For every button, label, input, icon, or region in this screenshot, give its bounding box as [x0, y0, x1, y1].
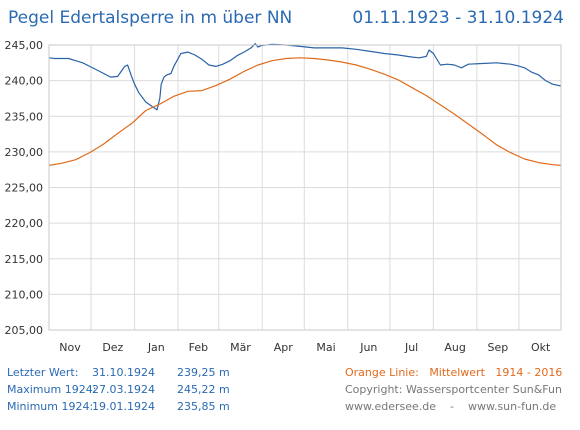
chart-grid [49, 44, 561, 331]
date-range: 01.11.1923 - 31.10.1924 [352, 8, 564, 28]
footer-panel: Orange Linie: Mittelwert 1914 - 2016 Cop… [345, 366, 563, 417]
series-line-mean-1914-2016 [48, 57, 562, 166]
stat-max-value: 245,22 m [177, 383, 230, 396]
y-tick-label: 235,00 [5, 110, 44, 123]
stat-min-date: 19.01.1924 [92, 400, 155, 413]
y-tick-label: 215,00 [5, 253, 44, 266]
x-tick-label: Jun [359, 341, 377, 354]
stat-max-label: Maximum 1924: [7, 383, 97, 396]
y-axis-ticks: 205,00 210,00 215,00 220,00 225,00 230,00 235,… [5, 39, 44, 337]
chart-series [48, 42, 562, 166]
stat-last-label: Letzter Wert: [7, 366, 79, 379]
x-axis-ticks: Nov Dez Jan Feb Mär Apr Mai Jun Jul Aug Sep Okt [59, 341, 551, 354]
x-tick-label: Mai [316, 341, 335, 354]
series-line-level-1923-24 [48, 42, 562, 111]
x-tick-label: Apr [274, 341, 294, 354]
y-tick-label: 220,00 [5, 217, 44, 230]
stat-last-value: 239,25 m [177, 366, 230, 379]
x-tick-label: Jan [147, 341, 165, 354]
y-tick-label: 245,00 [5, 39, 44, 52]
stat-min-value: 235,85 m [177, 400, 230, 413]
stat-min-label: Minimum 1924: [7, 400, 94, 413]
y-tick-label: 230,00 [5, 146, 44, 159]
x-tick-label: Sep [488, 341, 509, 354]
website-links[interactable]: www.edersee.de - www.sun-fun.de [345, 400, 557, 413]
y-tick-label: 240,00 [5, 75, 44, 88]
copyright-text: Copyright: Wassersportcenter Sun&Fun [345, 383, 562, 396]
x-tick-label: Okt [531, 341, 551, 354]
x-tick-label: Dez [102, 341, 123, 354]
x-tick-label: Feb [189, 341, 208, 354]
plot-frame [48, 44, 562, 331]
y-tick-label: 225,00 [5, 182, 44, 195]
x-tick-label: Jul [404, 341, 418, 354]
stat-max-date: 27.03.1924 [92, 383, 155, 396]
x-tick-label: Aug [444, 341, 465, 354]
x-tick-label: Mär [230, 341, 251, 354]
chart-title: Pegel Edertalsperre in m über NN [8, 8, 293, 28]
stat-last-date: 31.10.1924 [92, 366, 155, 379]
y-tick-label: 210,00 [5, 288, 44, 301]
y-tick-label: 205,00 [5, 324, 44, 337]
legend-orange-line: Orange Linie: Mittelwert 1914 - 2016 [345, 366, 563, 379]
x-tick-label: Nov [59, 341, 81, 354]
